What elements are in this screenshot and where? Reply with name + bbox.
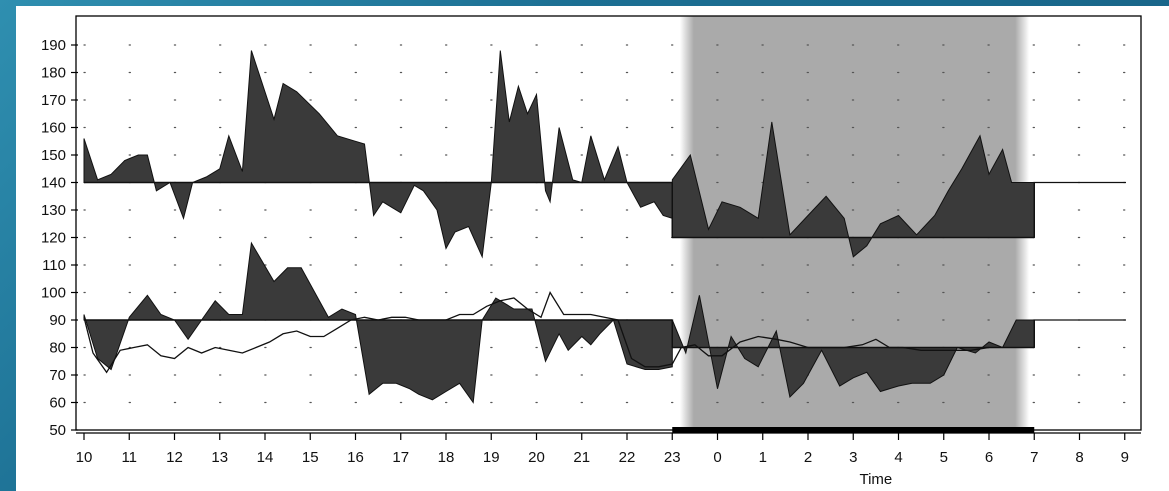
x-tick-label: 11	[121, 449, 137, 466]
x-tick-label: 0	[713, 449, 721, 466]
bp-chart: 5060708090100110120130140150160170180190…	[41, 15, 1142, 488]
y-tick-label: 80	[49, 340, 66, 357]
axes-layer	[71, 15, 1142, 440]
y-tick-label: 120	[41, 230, 66, 247]
line-layer	[83, 291, 990, 374]
y-tick-label: 140	[41, 175, 66, 192]
x-tick-label: 10	[76, 449, 93, 466]
x-axis-title: Time	[859, 471, 892, 488]
x-tick-label: 1	[759, 449, 767, 466]
x-tick-label: 7	[1030, 449, 1038, 466]
deviation-area-1-0	[83, 241, 673, 404]
x-tick-labels: 10 11 12 13 14 15 16 17 18 19 20 21 22 23 0 1 2 3 4 5 6 7 8 9	[76, 449, 1129, 466]
x-tick-label: 8	[1075, 449, 1083, 466]
x-tick-label: 20	[528, 449, 545, 466]
y-tick-label: 130	[41, 202, 66, 219]
y-tick-labels: 50 60 70 80 90 100 110 120 130 140 150 160 170 180 190	[41, 37, 66, 439]
y-tick-label: 90	[49, 312, 66, 329]
y-tick-label: 70	[49, 367, 66, 384]
x-tick-label: 12	[166, 449, 183, 466]
x-tick-label: 15	[302, 449, 319, 466]
deviation-area-0-1	[671, 121, 1035, 258]
y-tick-label: 170	[41, 92, 66, 109]
x-tick-label: 19	[483, 449, 500, 466]
y-tick-label: 180	[41, 65, 66, 82]
y-tick-label: 100	[41, 285, 66, 302]
x-tick-label: 23	[664, 449, 681, 466]
deviation-area-0-0	[83, 50, 673, 259]
x-tick-label: 2	[804, 449, 812, 466]
area-layer	[83, 50, 1035, 404]
y-tick-label: 150	[41, 147, 66, 164]
x-tick-label: 14	[257, 449, 274, 466]
x-tick-label: 3	[849, 449, 857, 466]
y-tick-label: 50	[49, 422, 66, 439]
chart-panel: 50 60 70 80 90 100 110 120 130 140 150 160 170 180 190…	[16, 6, 1169, 491]
x-tick-label: 18	[438, 449, 455, 466]
heart-rate-line-2	[83, 291, 990, 374]
x-tick-label: 21	[573, 449, 590, 466]
x-tick-label: 5	[940, 449, 948, 466]
x-tick-label: 6	[985, 449, 993, 466]
x-tick-label: 9	[1121, 449, 1129, 466]
deviation-area-1-1	[671, 295, 1035, 399]
y-tick-label: 160	[41, 120, 66, 137]
y-tick-label: 110	[42, 257, 66, 274]
y-tick-label: 60	[49, 395, 66, 412]
night-bar	[672, 427, 1035, 433]
y-tick-label: 190	[41, 37, 66, 54]
x-tick-label: 22	[619, 449, 636, 466]
plot-frame	[75, 15, 1142, 431]
x-tick-label: 16	[347, 449, 364, 466]
x-tick-label: 17	[392, 449, 409, 466]
x-tick-label: 13	[211, 449, 228, 466]
x-tick-label: 4	[894, 449, 902, 466]
